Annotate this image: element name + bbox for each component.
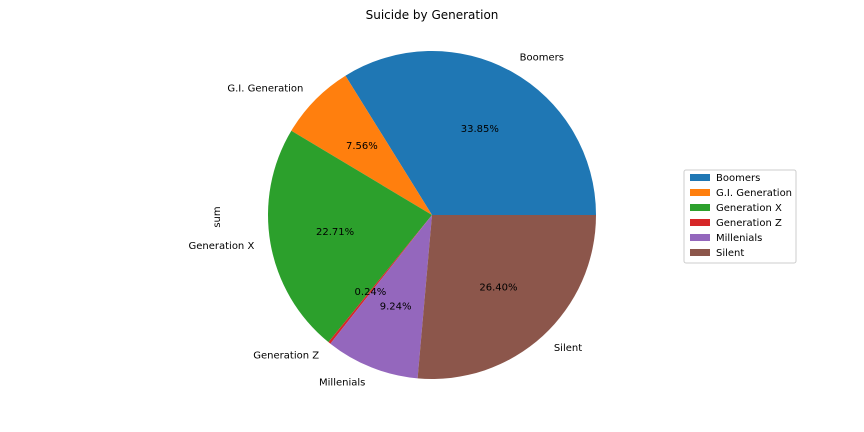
- legend-frame: [683, 169, 797, 264]
- pct-label-g-i-generation: 7.56%: [346, 141, 378, 152]
- category-label-generation-x: Generation X: [188, 241, 254, 252]
- pct-label-generation-z: 0.24%: [355, 287, 387, 298]
- legend-label-generation-x: Generation X: [716, 203, 782, 214]
- legend-swatch-silent: [690, 249, 710, 256]
- slice-silent: [417, 215, 596, 379]
- slice-millenials: [330, 215, 432, 379]
- pct-label-millenials: 9.24%: [380, 301, 412, 312]
- legend-label-silent: Silent: [716, 248, 744, 259]
- legend-label-millenials: Millenials: [716, 233, 762, 244]
- percentage-labels: 33.85% 7.56% 22.71% 0.24% 9.24% 26.40%: [316, 124, 518, 312]
- category-label-millenials: Millenials: [319, 378, 365, 389]
- legend-label-boomers: Boomers: [716, 173, 760, 184]
- slice-generation-z: [328, 215, 432, 344]
- category-label-g-i-generation: G.I. Generation: [227, 83, 303, 94]
- slice-g-i-generation: [291, 75, 432, 215]
- category-label-generation-z: Generation Z: [253, 351, 319, 362]
- slice-boomers: [345, 51, 596, 216]
- category-label-silent: Silent: [554, 343, 582, 354]
- category-labels: Boomers G.I. Generation Generation X Genera…: [188, 52, 582, 388]
- legend-swatch-boomers: [690, 174, 710, 181]
- chart-title: Suicide by Generation: [366, 8, 499, 22]
- pct-label-generation-x: 22.71%: [316, 227, 354, 238]
- pct-label-boomers: 33.85%: [461, 124, 499, 135]
- pie-slices: [268, 51, 596, 379]
- legend: Boomers G.I. Generation Generation X Genera…: [683, 169, 797, 264]
- y-axis-label: sum: [212, 206, 223, 227]
- category-label-boomers: Boomers: [520, 52, 564, 63]
- legend-swatch-g-i-generation: [690, 189, 710, 196]
- legend-swatch-generation-x: [690, 204, 710, 211]
- legend-swatch-millenials: [690, 234, 710, 241]
- pct-label-silent: 26.40%: [479, 283, 517, 294]
- legend-swatch-generation-z: [690, 219, 710, 226]
- slice-generation-x: [268, 130, 432, 343]
- legend-label-g-i-generation: G.I. Generation: [716, 188, 792, 199]
- legend-label-generation-z: Generation Z: [716, 218, 782, 229]
